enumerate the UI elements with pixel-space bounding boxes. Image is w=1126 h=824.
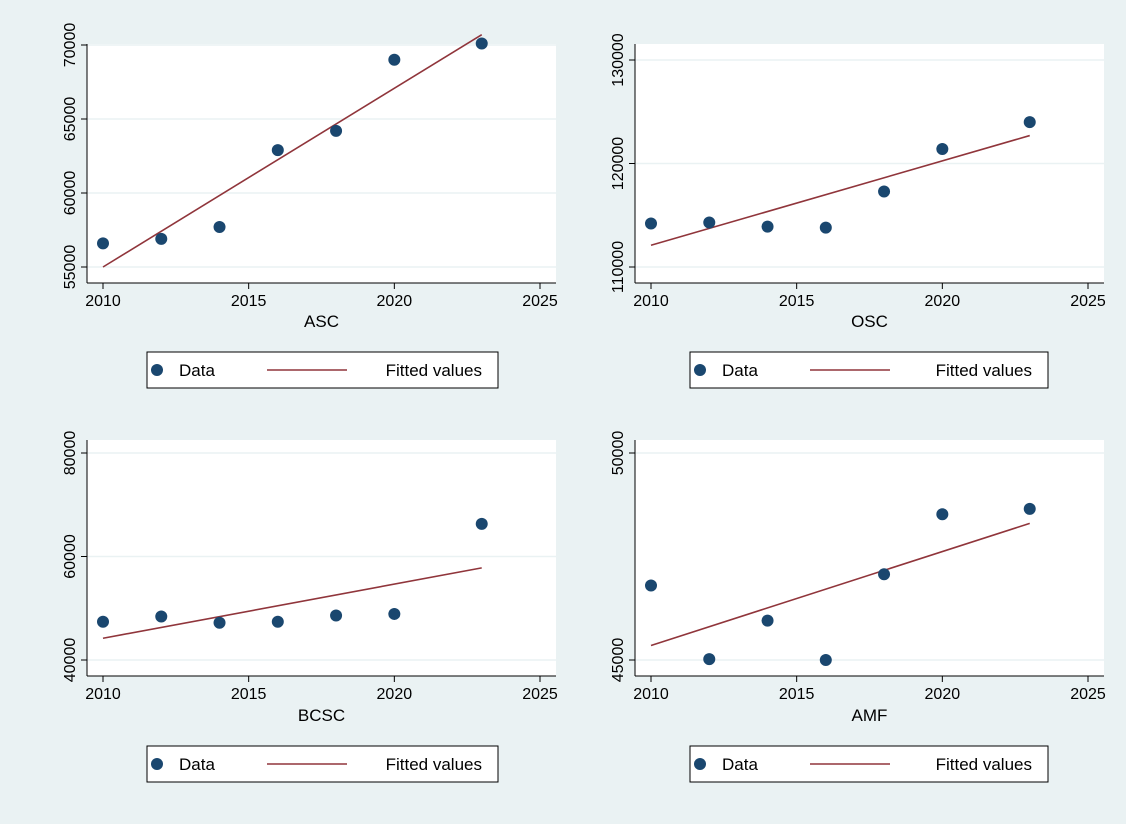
y-tick-label: 70000 [62, 23, 79, 68]
plot-area [87, 440, 556, 676]
y-tick-label: 65000 [62, 97, 79, 142]
data-point [1023, 116, 1036, 129]
x-tick-label: 2015 [231, 293, 267, 310]
chart-panel-osc: 2010 2015 2020 2025 110000 120000 130000 OSC Dat… [610, 33, 1106, 389]
plot-area [87, 44, 556, 283]
y-tick-label: 120000 [610, 137, 627, 190]
x-axis-title: OSC [851, 312, 888, 331]
legend-marker [151, 364, 163, 376]
data-point [97, 237, 109, 250]
data-point [1023, 502, 1036, 515]
y-tick-label: 80000 [62, 431, 79, 476]
x-tick-label: 2015 [779, 293, 815, 310]
data-point [475, 37, 488, 50]
data-point [213, 616, 226, 629]
legend-data-label: Data [722, 755, 758, 774]
x-tick-label: 2020 [925, 293, 961, 310]
y-tick-label: 130000 [610, 33, 627, 86]
x-tick-label: 2025 [1070, 293, 1106, 310]
legend-marker [151, 758, 163, 770]
fitted-line [102, 567, 482, 640]
x-axis-title: AMF [852, 706, 888, 725]
y-tick-label: 110000 [610, 241, 627, 293]
data-point [703, 653, 716, 666]
data-point [330, 609, 343, 622]
data-point [703, 216, 716, 229]
data-point [155, 610, 168, 623]
legend-data-label: Data [179, 361, 215, 380]
data-point [819, 221, 832, 234]
data-point [645, 579, 657, 592]
data-point [761, 220, 774, 233]
x-tick-label: 2010 [85, 293, 121, 310]
data-point [819, 654, 832, 666]
x-tick-label: 2010 [633, 293, 669, 310]
x-tick-label: 2015 [779, 686, 815, 703]
x-axis-title: ASC [304, 312, 339, 331]
x-tick-label: 2020 [377, 686, 413, 703]
data-point [271, 144, 284, 157]
y-tick-label: 40000 [62, 638, 79, 683]
fitted-line [650, 522, 1030, 647]
chart-panel-amf: 2010 2015 2020 2025 45000 50000 AMF Data Fitted … [610, 431, 1106, 783]
data-point [271, 615, 284, 628]
x-tick-label: 2025 [522, 686, 558, 703]
legend-fit-label: Fitted values [936, 361, 1032, 380]
data-point [213, 221, 226, 234]
data-point [330, 124, 343, 137]
chart-panel-asc: 2010 2015 2020 2025 55000 60000 65000 70000 ASC D… [62, 23, 558, 389]
legend-fit-label: Fitted values [386, 361, 482, 380]
legend-marker [694, 758, 706, 770]
x-tick-label: 2020 [925, 686, 961, 703]
x-tick-label: 2010 [633, 686, 669, 703]
data-point [475, 517, 488, 530]
fitted-line [102, 33, 483, 268]
data-point [936, 143, 949, 156]
data-point [878, 185, 891, 198]
y-tick-label: 60000 [62, 534, 79, 579]
chart-panel-bcsc: 2010 2015 2020 2025 40000 60000 80000 BCSC Data F… [62, 431, 558, 783]
data-point [761, 614, 774, 627]
legend-marker [694, 364, 706, 376]
x-tick-label: 2010 [85, 686, 121, 703]
x-tick-label: 2020 [377, 293, 413, 310]
x-tick-label: 2015 [231, 686, 267, 703]
y-tick-label: 55000 [62, 245, 79, 290]
data-point [155, 232, 168, 245]
data-point [97, 615, 109, 628]
legend: Data Fitted values [146, 745, 499, 783]
legend: Data Fitted values [689, 745, 1049, 783]
legend-data-label: Data [722, 361, 758, 380]
fitted-line [650, 134, 1030, 247]
data-point [878, 568, 891, 581]
y-tick-label: 60000 [62, 171, 79, 216]
data-point [388, 607, 401, 620]
legend: Data Fitted values [689, 351, 1049, 389]
x-tick-label: 2025 [522, 293, 558, 310]
data-point [388, 53, 401, 66]
plot-area [635, 440, 1104, 676]
data-point [645, 217, 657, 230]
x-tick-label: 2025 [1070, 686, 1106, 703]
legend-fit-label: Fitted values [386, 755, 482, 774]
legend-fit-label: Fitted values [936, 755, 1032, 774]
x-axis-title: BCSC [298, 706, 345, 725]
y-tick-label: 45000 [610, 638, 627, 683]
legend-data-label: Data [179, 755, 215, 774]
y-tick-label: 50000 [610, 431, 627, 476]
legend: Data Fitted values [146, 351, 499, 389]
data-point [936, 508, 949, 521]
